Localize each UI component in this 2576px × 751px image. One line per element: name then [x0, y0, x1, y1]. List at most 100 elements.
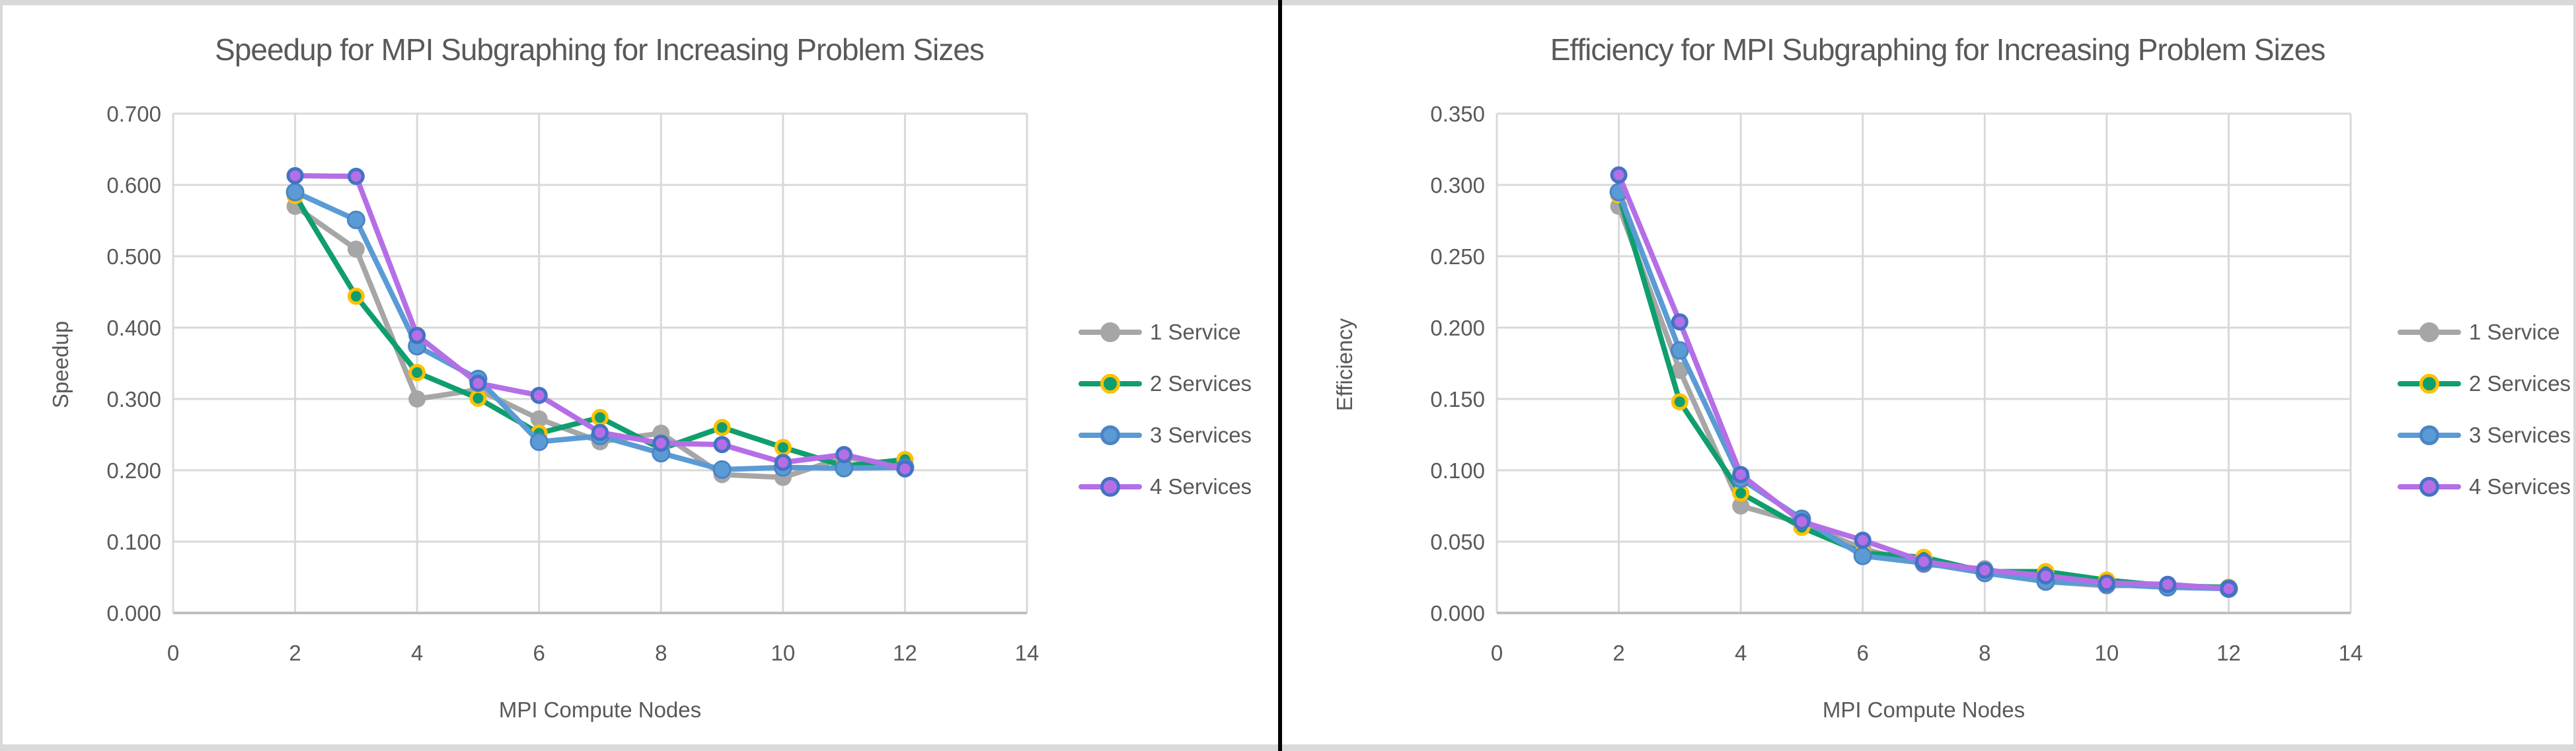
data-point-marker — [529, 432, 549, 451]
y-tick-label: 0.200 — [1430, 316, 1485, 340]
x-tick-label: 2 — [289, 641, 301, 665]
y-tick-label: 0.300 — [106, 387, 161, 411]
data-point-marker — [835, 446, 853, 464]
legend-item-1-service: 1 Service — [2398, 319, 2576, 344]
legend-swatch-icon — [2398, 321, 2461, 343]
data-point-marker — [286, 166, 304, 184]
legend: 1 Service 2 Services 3 Services 4 Servic… — [2398, 319, 2576, 499]
x-tick-label: 2 — [1612, 641, 1624, 665]
gridlines — [1496, 112, 2352, 613]
legend-item-2-services: 2 Services — [1079, 371, 1277, 396]
legend-label: 2 Services — [2469, 371, 2571, 396]
series-line — [1616, 172, 2232, 592]
x-tick-label: 10 — [2094, 641, 2119, 665]
data-point-marker — [1670, 341, 1689, 360]
data-point-marker — [712, 460, 732, 479]
legend-label: 4 Services — [2469, 474, 2571, 499]
panel-divider — [1278, 0, 1282, 751]
data-point-marker — [1976, 561, 1994, 579]
data-point-marker — [774, 454, 792, 472]
data-point-marker — [1853, 546, 1872, 565]
x-tick-label: 8 — [1979, 641, 1990, 665]
legend-swatch-icon — [1079, 424, 1142, 446]
data-point-marker — [2159, 575, 2177, 593]
speedup-plot-area: 0 2 4 6 8 10 12 14 0.000 0.100 0.200 0.300 0.400 0.50… — [106, 102, 1040, 665]
data-point-marker — [408, 390, 426, 408]
legend-swatch-icon — [2398, 476, 2461, 497]
y-tick-label: 0.300 — [1430, 173, 1485, 197]
x-tick-label: 14 — [1015, 641, 1040, 665]
legend: 1 Service 2 Services 3 Services 4 Servic… — [1079, 319, 1277, 499]
x-tick-label: 12 — [893, 641, 917, 665]
data-point-marker — [713, 419, 731, 437]
y-tick-label: 0.150 — [1430, 387, 1485, 411]
data-point-marker — [2098, 574, 2115, 592]
data-point-marker — [408, 364, 426, 382]
legend-label: 3 Services — [2469, 422, 2571, 447]
efficiency-plot-area: 0 2 4 6 8 10 12 14 0.000 0.050 0.100 0.150 0.200 0.25… — [1430, 102, 2363, 665]
y-tick-label: 0.000 — [1430, 601, 1485, 626]
legend-label: 1 Service — [1150, 319, 1241, 344]
data-point-marker — [1854, 531, 1872, 549]
data-point-marker — [469, 389, 487, 407]
x-tick-label: 6 — [533, 641, 545, 665]
series-line — [1616, 192, 2232, 590]
legend-swatch-icon — [2398, 373, 2461, 394]
data-point-marker — [774, 439, 792, 456]
data-point-marker — [1732, 466, 1750, 483]
data-point-marker — [1732, 484, 1750, 502]
legend-label: 1 Service — [2469, 319, 2560, 344]
legend-item-3-services: 3 Services — [1079, 422, 1277, 447]
y-tick-label: 0.050 — [1430, 530, 1485, 554]
data-point-marker — [1915, 553, 1932, 571]
data-point-marker — [347, 287, 365, 305]
y-tick-label: 0.500 — [106, 244, 161, 269]
data-point-marker — [469, 375, 487, 392]
data-point-marker — [408, 326, 426, 344]
x-axis-title: MPI Compute Nodes — [1822, 697, 2026, 722]
legend-item-1-service: 1 Service — [1079, 319, 1277, 344]
data-point-marker — [713, 436, 731, 454]
data-point-marker — [2220, 580, 2238, 598]
data-point-marker — [652, 434, 670, 452]
x-tick-label: 8 — [655, 641, 667, 665]
y-tick-label: 0.200 — [106, 458, 161, 483]
series-line — [1616, 189, 2232, 592]
x-tick-label: 4 — [411, 641, 423, 665]
y-tick-label: 0.350 — [1430, 102, 1485, 126]
y-axis-title: Efficiency — [1332, 318, 1357, 411]
legend-swatch-icon — [2398, 424, 2461, 446]
x-tick-label: 14 — [2339, 641, 2363, 665]
data-point-marker — [1793, 513, 1811, 530]
data-point-marker — [347, 240, 365, 258]
data-point-marker — [1671, 313, 1688, 331]
legend-swatch-icon — [1079, 321, 1142, 343]
data-point-marker — [530, 386, 548, 404]
x-tick-label: 6 — [1857, 641, 1869, 665]
y-tick-label: 0.400 — [106, 316, 161, 340]
chart-title: Efficiency for MPI Subgraphing for Incre… — [1550, 32, 2326, 67]
data-point-marker — [896, 460, 914, 478]
y-axis-title: Speedup — [48, 320, 73, 409]
y-tick-label: 0.000 — [106, 601, 161, 626]
data-point-marker — [2037, 567, 2055, 585]
speedup-chart-panel: Speedup for MPI Subgraphing for Increasi… — [3, 5, 1278, 744]
legend-label: 2 Services — [1150, 371, 1252, 396]
data-point-marker — [1610, 166, 1628, 184]
legend-label: 3 Services — [1150, 422, 1252, 447]
legend-item-4-services: 4 Services — [1079, 474, 1277, 499]
y-tick-label: 0.100 — [106, 530, 161, 554]
chart-title: Speedup for MPI Subgraphing for Increasi… — [215, 32, 985, 67]
legend-swatch-icon — [1079, 476, 1142, 497]
data-point-marker — [1732, 497, 1750, 515]
y-tick-label: 0.600 — [106, 173, 161, 197]
data-point-marker — [591, 423, 609, 441]
legend-item-2-services: 2 Services — [2398, 371, 2576, 396]
x-tick-label: 0 — [1491, 641, 1503, 665]
data-point-marker — [530, 410, 548, 428]
y-tick-label: 0.250 — [1430, 244, 1485, 269]
data-point-marker — [591, 409, 609, 427]
series-4-services — [286, 166, 914, 478]
y-tick-label: 0.700 — [106, 102, 161, 126]
series-4-services — [1610, 166, 2238, 598]
